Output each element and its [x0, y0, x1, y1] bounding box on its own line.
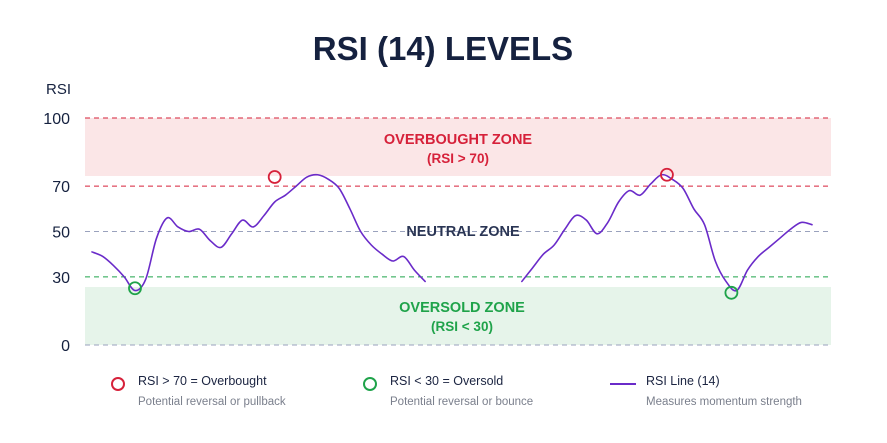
- oversold-point-marker: [724, 285, 739, 300]
- rsi-line-segment-2: [521, 173, 813, 292]
- overbought-zone-sublabel: (RSI > 70): [427, 151, 489, 166]
- neutral-zone-label: NEUTRAL ZONE: [406, 224, 520, 240]
- y-axis-label: RSI: [46, 81, 71, 98]
- y-tick-label: 30: [52, 270, 70, 287]
- legend-sublabel: Measures momentum strength: [646, 396, 802, 408]
- legend-label: RSI Line (14): [646, 374, 720, 388]
- overbought-marker-icon: [111, 377, 125, 391]
- overbought-point-marker: [660, 167, 674, 182]
- y-tick-label: 50: [52, 225, 70, 242]
- chart-title: RSI (14) LEVELS: [313, 30, 573, 67]
- y-tick-label: 100: [43, 111, 70, 128]
- oversold-zone-sublabel: (RSI < 30): [431, 319, 493, 334]
- y-tick-label: 0: [61, 338, 70, 355]
- legend-sublabel: Potential reversal or bounce: [390, 396, 534, 408]
- y-tick-label: 70: [52, 179, 70, 196]
- oversold-zone-label: OVERSOLD ZONE: [399, 300, 525, 316]
- overbought-zone-label: OVERBOUGHT ZONE: [384, 132, 533, 148]
- overbought-zone: [85, 118, 831, 176]
- oversold-marker-icon: [363, 377, 377, 391]
- legend-label: RSI > 70 = Overbought: [138, 374, 267, 388]
- oversold-zone: [85, 287, 831, 345]
- legend-sublabel: Potential reversal or pullback: [138, 396, 286, 408]
- legend-label: RSI < 30 = Oversold: [390, 374, 504, 388]
- rsi-line-segment-1: [91, 173, 426, 292]
- line-swatch-icon: [610, 383, 636, 385]
- overbought-point-marker: [267, 170, 282, 184]
- oversold-point-marker: [128, 281, 142, 296]
